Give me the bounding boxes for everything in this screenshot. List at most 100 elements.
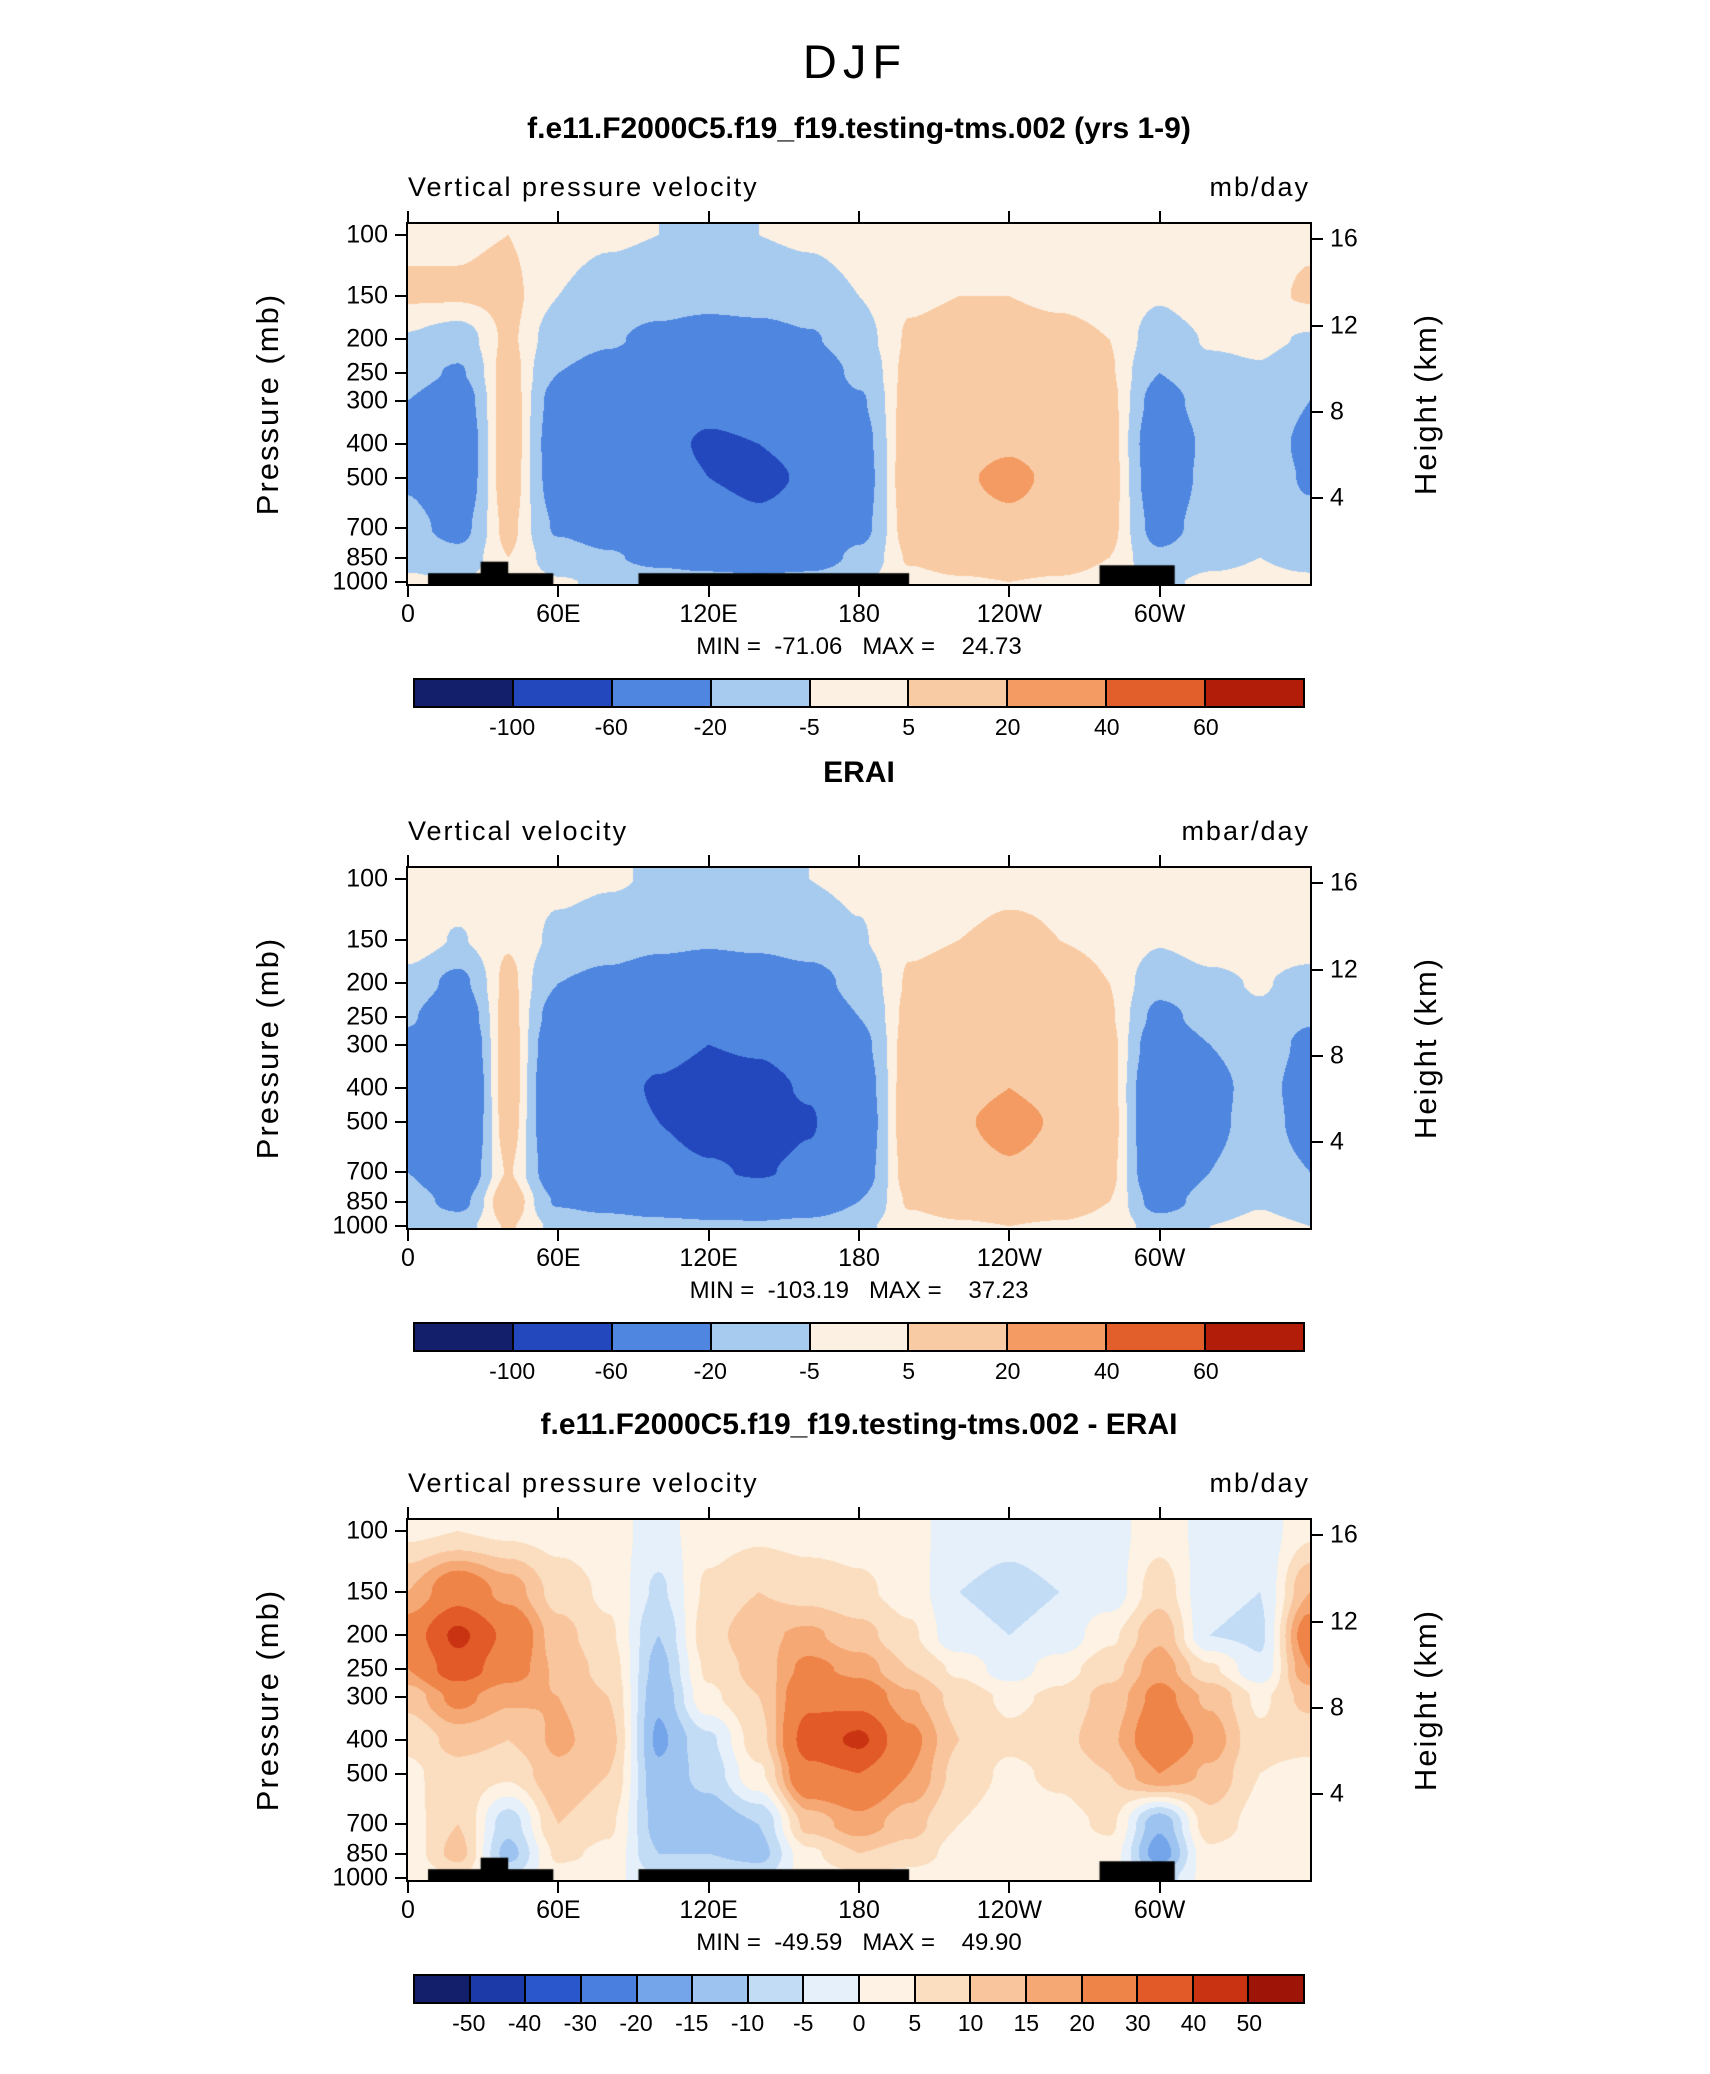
height-axis-title: Height (km) <box>1408 312 1443 496</box>
field-label: Vertical pressure velocity <box>408 1468 759 1498</box>
pressure-tick <box>395 372 406 375</box>
height-tick-label: 12 <box>1330 955 1358 984</box>
colorbar-segment <box>693 1976 749 2002</box>
colorbar-segment <box>1193 1976 1250 2002</box>
colorbar-label: -15 <box>675 2010 709 2036</box>
pressure-tick-label: 150 <box>346 281 388 310</box>
colorbar-label: -20 <box>619 2010 653 2036</box>
pressure-tick <box>395 1738 406 1741</box>
pressure-tick <box>395 982 406 985</box>
colorbar-segment <box>804 1976 860 2002</box>
pressure-tick-label: 500 <box>346 463 388 492</box>
pressure-axis-title: Pressure (mb) <box>250 936 285 1160</box>
pressure-tick-label: 700 <box>346 513 388 542</box>
colorbar-segment <box>581 1976 638 2002</box>
height-tick-label: 16 <box>1330 224 1358 253</box>
figure-title: DJF <box>802 35 908 88</box>
pressure-tick-label: 400 <box>346 1073 388 1102</box>
pressure-tick <box>395 527 406 530</box>
longitude-tick <box>1158 1230 1161 1241</box>
colorbar: -100 -60 -20 -5 5 20 40 60 <box>413 678 1305 739</box>
longitude-tick <box>707 1230 710 1241</box>
pressure-tick <box>395 1695 406 1698</box>
pressure-tick <box>395 939 406 942</box>
longitude-tick-label: 0 <box>401 1244 415 1272</box>
colorbar-segment <box>909 680 1009 706</box>
colorbar-label: 40 <box>1094 714 1120 740</box>
contour-plot: 100 150 200 250 300 400 500 700 850 1000 16 12 8 4 0 60… <box>332 1507 1358 1923</box>
longitude-tick <box>1008 1230 1011 1241</box>
pressure-tick-label: 200 <box>346 324 388 353</box>
contour-field-canvas <box>408 224 1310 584</box>
colorbar-segment <box>415 1324 514 1350</box>
panel-difference: f.e11.F2000C5.f19_f19.testing-tms.002 - … <box>0 1408 1710 2048</box>
colorbar-label: -5 <box>793 2010 814 2036</box>
height-tick <box>1312 1792 1323 1795</box>
pressure-tick-label: 400 <box>346 1725 388 1754</box>
longitude-tick <box>557 1882 560 1893</box>
minmax-stats: MIN = -71.06 MAX = 24.73 <box>696 633 1022 660</box>
colorbar-label: 15 <box>1013 2010 1040 2036</box>
longitude-tick-label: 120W <box>976 1896 1043 1924</box>
pressure-tick <box>395 1529 406 1532</box>
longitude-tick-label: 60E <box>536 600 581 628</box>
pressure-tick-label: 250 <box>346 1654 388 1683</box>
pressure-tick-label: 1000 <box>332 567 388 596</box>
pressure-tick <box>395 233 406 236</box>
colorbar-label: -100 <box>489 714 536 740</box>
colorbar-segment <box>612 1324 712 1350</box>
pressure-tick <box>395 581 406 584</box>
contour-field-canvas <box>408 1520 1310 1880</box>
height-tick <box>1312 324 1323 327</box>
colorbar-segment <box>748 1976 805 2002</box>
colorbar: -50 -40 -30 -20 -15 -10 -5 0 5 10 15 20 30 40 50 <box>413 1974 1305 2035</box>
colorbar-segment <box>526 1976 582 2002</box>
longitude-tick <box>1158 855 1161 866</box>
pressure-tick-label: 400 <box>346 429 388 458</box>
colorbar-segment <box>637 1976 694 2002</box>
longitude-tick-label: 0 <box>401 600 415 628</box>
colorbar-label: 40 <box>1094 1358 1120 1384</box>
pressure-tick-label: 200 <box>346 968 388 997</box>
colorbar-label: -20 <box>693 714 727 740</box>
pressure-tick-label: 200 <box>346 1620 388 1649</box>
colorbar-label: 50 <box>1236 2010 1263 2036</box>
panel-title: ERAI <box>823 756 895 789</box>
pressure-tick-label: 1000 <box>332 1863 388 1892</box>
pressure-axis-title: Pressure (mb) <box>250 292 285 516</box>
colorbar-label: 40 <box>1180 2010 1207 2036</box>
longitude-tick-label: 120E <box>679 1896 738 1924</box>
longitude-tick <box>557 1230 560 1241</box>
longitude-tick <box>407 1882 409 1893</box>
colorbar-segment <box>1008 1324 1108 1350</box>
colorbar-segment <box>1206 680 1304 706</box>
height-tick <box>1312 1620 1323 1623</box>
pressure-tick-label: 700 <box>346 1157 388 1186</box>
colorbar-label: 20 <box>994 714 1021 740</box>
longitude-tick <box>707 855 710 866</box>
minmax-stats: MIN = -103.19 MAX = 37.23 <box>689 1277 1029 1304</box>
colorbar-label: -20 <box>693 1358 727 1384</box>
longitude-tick-label: 60W <box>1133 1896 1186 1924</box>
pressure-tick-label: 100 <box>346 864 388 893</box>
longitude-tick <box>1008 211 1011 222</box>
longitude-tick <box>707 586 710 597</box>
height-tick-label: 8 <box>1330 397 1344 426</box>
pressure-tick-label: 300 <box>346 1030 388 1059</box>
units-label: mbar/day <box>1181 816 1310 846</box>
longitude-tick <box>557 211 560 222</box>
height-tick-label: 16 <box>1330 1520 1358 1549</box>
height-axis-title: Height (km) <box>1408 1608 1443 1792</box>
pressure-tick <box>395 556 406 559</box>
pressure-tick <box>395 1086 406 1089</box>
plot-subtitle-row: Vertical velocity mbar/day <box>406 816 1312 850</box>
colorbar-label: 5 <box>908 2010 922 2036</box>
field-label: Vertical pressure velocity <box>408 172 759 202</box>
height-tick <box>1312 968 1323 971</box>
height-tick <box>1312 1054 1323 1057</box>
colorbar-boxes <box>413 678 1305 708</box>
height-tick <box>1312 1140 1323 1143</box>
height-tick-label: 8 <box>1330 1693 1344 1722</box>
colorbar-segment <box>1026 1976 1083 2002</box>
longitude-tick <box>557 1507 560 1518</box>
